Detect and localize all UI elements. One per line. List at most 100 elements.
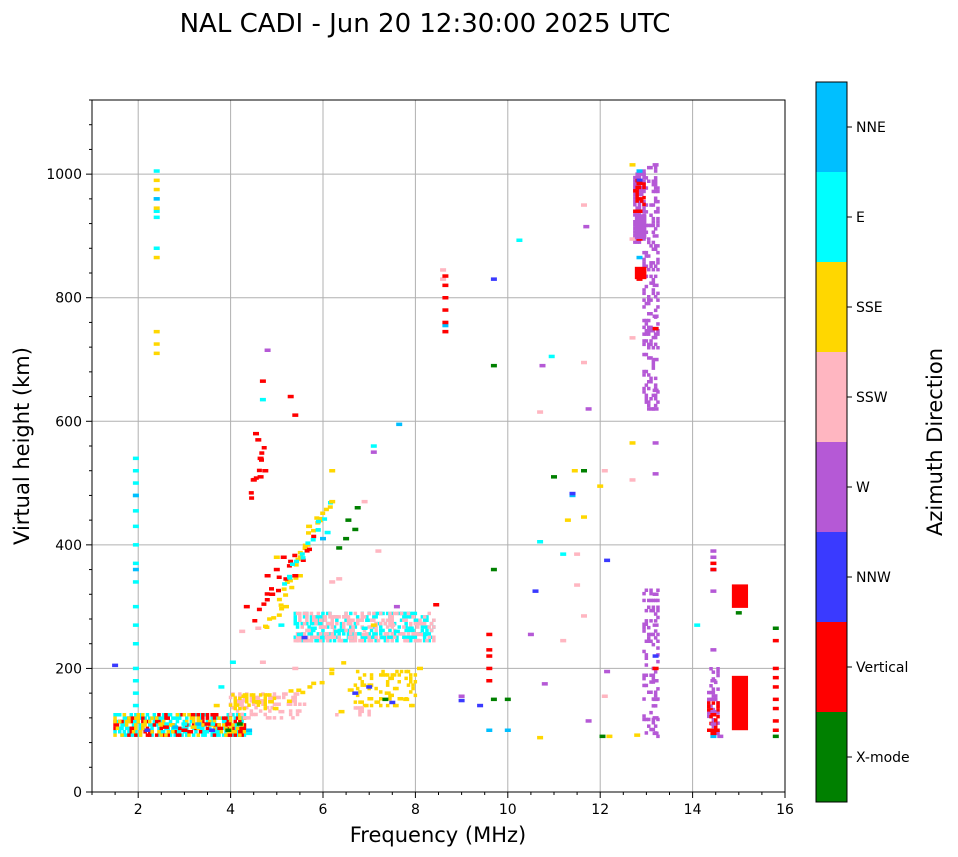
- echo-mark: [318, 621, 323, 626]
- echo-mark: [127, 733, 131, 737]
- echo-mark: [263, 703, 267, 707]
- echo-mark: [709, 714, 713, 719]
- echo-mark: [656, 646, 660, 650]
- echo-mark: [189, 713, 194, 717]
- echo-mark: [238, 730, 242, 734]
- echo-mark: [298, 709, 302, 713]
- echo-mark: [132, 604, 139, 609]
- echo-mark: [599, 734, 606, 739]
- echo-mark: [309, 635, 314, 639]
- echo-mark: [231, 726, 235, 731]
- echo-mark: [694, 623, 701, 627]
- echo-mark: [132, 469, 139, 473]
- echo-mark: [486, 728, 493, 732]
- echo-mark: [647, 318, 651, 323]
- echo-mark: [402, 632, 406, 636]
- plot-frame: [91, 99, 786, 793]
- echo-mark: [330, 615, 334, 619]
- echo-mark: [249, 699, 254, 703]
- echo-mark: [644, 588, 649, 592]
- echo-mark: [249, 709, 254, 713]
- echo-mark: [656, 322, 660, 326]
- echo-mark: [429, 628, 434, 633]
- echo-mark: [629, 237, 636, 241]
- echo-mark: [314, 635, 318, 639]
- echo-mark: [301, 635, 308, 640]
- echo-mark: [640, 172, 644, 176]
- echo-mark: [711, 707, 716, 712]
- echo-mark: [270, 700, 274, 704]
- echo-mark: [392, 686, 397, 691]
- colorbar-label: Vertical: [856, 660, 908, 676]
- echo-mark: [181, 722, 188, 726]
- echo-mark: [365, 703, 369, 708]
- echo-mark: [402, 635, 406, 639]
- echo-mark: [716, 673, 720, 678]
- echo-mark: [637, 175, 642, 180]
- echo-mark: [345, 518, 352, 522]
- echo-mark: [642, 625, 646, 630]
- echo-mark: [360, 635, 364, 639]
- echo-mark: [642, 339, 646, 343]
- echo-mark: [390, 625, 394, 629]
- echo-mark: [569, 491, 576, 496]
- echo-mark: [261, 692, 265, 696]
- echo-mark: [217, 726, 221, 731]
- echo-mark: [642, 714, 646, 718]
- x-tick-label: 4: [226, 802, 235, 818]
- echo-mark: [642, 202, 646, 207]
- echo-mark: [342, 615, 346, 619]
- echo-mark: [374, 686, 378, 691]
- echo-mark: [647, 165, 651, 170]
- echo-mark: [342, 625, 346, 629]
- echo-mark: [148, 733, 152, 737]
- echo-mark: [642, 182, 646, 186]
- echo-mark: [399, 697, 404, 701]
- echo-mark: [309, 621, 314, 626]
- echo-mark: [629, 478, 636, 482]
- echo-mark: [379, 673, 383, 677]
- echo-mark: [187, 733, 191, 737]
- echo-mark: [178, 730, 182, 734]
- echo-mark: [388, 615, 392, 619]
- echo-mark: [652, 666, 659, 671]
- echo-mark: [649, 588, 653, 592]
- echo-mark: [255, 700, 262, 705]
- echo-mark: [367, 618, 371, 622]
- echo-mark: [300, 558, 306, 562]
- echo-mark: [644, 663, 649, 667]
- echo-mark: [656, 598, 660, 603]
- echo-mark: [406, 632, 411, 636]
- echo-mark: [647, 267, 651, 272]
- echo-mark: [633, 182, 637, 187]
- echo-mark: [305, 615, 309, 619]
- echo-mark: [647, 325, 651, 330]
- echo-mark: [653, 670, 658, 674]
- echo-mark: [358, 632, 362, 636]
- echo-mark: [433, 603, 440, 607]
- echo-mark: [420, 625, 425, 629]
- echo-mark: [642, 591, 646, 596]
- echo-mark: [409, 680, 413, 684]
- echo-mark: [367, 683, 371, 687]
- echo-mark: [652, 716, 659, 720]
- echo-mark: [585, 719, 592, 723]
- echo-mark: [404, 669, 408, 674]
- echo-mark: [233, 700, 237, 704]
- echo-mark: [420, 628, 425, 633]
- echo-mark: [293, 695, 297, 700]
- echo-mark: [337, 615, 341, 619]
- colorbar-segment-nnw: [816, 532, 847, 622]
- echo-mark: [272, 706, 277, 711]
- echo-mark: [772, 626, 779, 630]
- echo-mark: [132, 481, 139, 485]
- echo-mark: [233, 726, 237, 731]
- echo-mark: [649, 690, 653, 694]
- echo-mark: [379, 625, 383, 629]
- echo-mark: [307, 632, 311, 636]
- echo-mark: [716, 708, 720, 712]
- echo-mark: [653, 397, 658, 401]
- echo-mark: [711, 670, 716, 674]
- echo-mark: [269, 587, 274, 591]
- echo-mark: [293, 576, 299, 580]
